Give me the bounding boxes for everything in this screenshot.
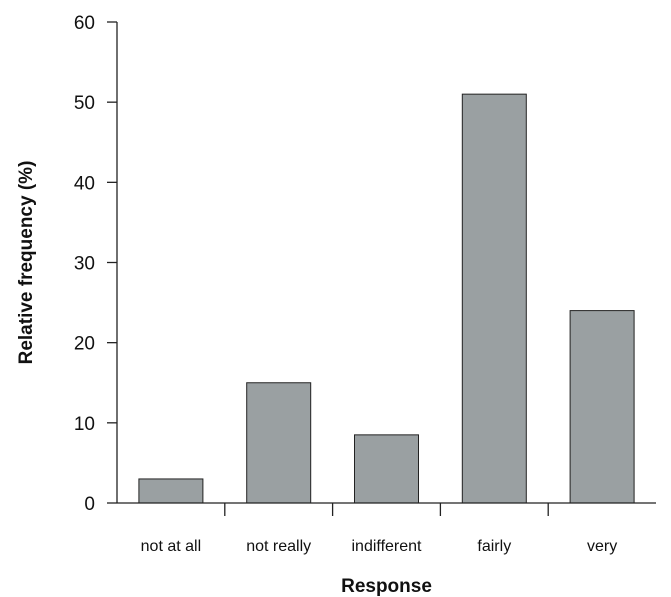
- y-tick-label: 50: [74, 93, 95, 114]
- bar: [569, 310, 635, 504]
- y-tick-label: 0: [84, 494, 95, 515]
- bar: [461, 93, 527, 504]
- y-tick-label: 40: [74, 173, 95, 194]
- x-tick-label: very: [587, 538, 617, 555]
- x-tick-label: not at all: [141, 538, 201, 555]
- y-tick-label: 30: [74, 254, 95, 275]
- bar: [246, 382, 312, 504]
- y-axis-ticks: 0 10 20 30 40 50 60: [74, 13, 117, 515]
- y-tick-label: 20: [74, 334, 95, 355]
- x-tick-label: indifferent: [352, 538, 423, 555]
- y-tick-label: 60: [74, 13, 95, 34]
- x-tick-label: not really: [246, 538, 311, 555]
- y-tick-label: 10: [74, 414, 95, 435]
- bars: [138, 93, 635, 504]
- x-axis-ticks: not at all not really indifferent fairly ver…: [141, 503, 617, 555]
- bar: [138, 478, 204, 504]
- y-axis-title: Relative frequency (%): [16, 161, 37, 365]
- x-tick-label: fairly: [477, 538, 511, 555]
- x-axis-title: Response: [341, 576, 432, 597]
- bar: [354, 434, 419, 504]
